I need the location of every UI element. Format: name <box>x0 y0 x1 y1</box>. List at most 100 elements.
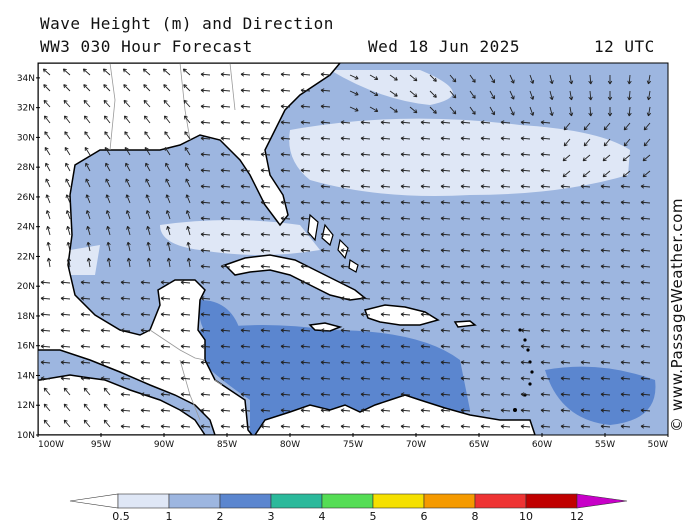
direction-arrow <box>126 241 131 252</box>
direction-arrow <box>560 392 571 397</box>
direction-arrow <box>360 152 371 157</box>
direction-arrow <box>140 392 151 397</box>
direction-arrow <box>80 280 91 285</box>
direction-arrow <box>620 280 631 285</box>
direction-arrow <box>602 170 611 178</box>
direction-arrow <box>389 90 398 97</box>
direction-arrow <box>600 328 611 333</box>
direction-arrow <box>160 280 171 285</box>
direction-arrow <box>549 90 554 101</box>
direction-arrow <box>125 162 131 172</box>
direction-arrow <box>340 392 351 397</box>
direction-arrow <box>320 248 331 253</box>
direction-arrow <box>582 170 591 178</box>
direction-arrow <box>240 72 251 77</box>
direction-arrow <box>300 136 311 141</box>
direction-arrow <box>80 296 91 301</box>
direction-arrow <box>84 146 91 156</box>
direction-arrow <box>620 248 631 253</box>
direction-arrow <box>646 74 652 85</box>
direction-arrow <box>622 170 631 178</box>
direction-arrow <box>640 312 651 317</box>
direction-arrow <box>580 200 591 205</box>
direction-arrow <box>280 408 291 413</box>
lon-label: 80W <box>280 440 300 450</box>
colorbar-label: 1 <box>166 510 173 523</box>
lat-label: 24N <box>17 223 35 233</box>
direction-arrow <box>65 194 71 204</box>
direction-arrow <box>627 106 632 117</box>
colorbar-label: 6 <box>421 510 428 523</box>
direction-arrow <box>540 120 551 125</box>
direction-arrow <box>340 408 351 413</box>
direction-arrow <box>300 248 311 253</box>
direction-arrow <box>85 210 91 220</box>
direction-arrow <box>563 122 571 131</box>
direction-arrow <box>520 216 531 221</box>
direction-arrow <box>124 146 131 156</box>
direction-arrow <box>300 312 311 317</box>
direction-arrow <box>480 424 491 429</box>
direction-arrow <box>509 90 515 100</box>
direction-arrow <box>145 178 151 188</box>
direction-arrow <box>600 216 611 221</box>
direction-arrow <box>220 280 231 285</box>
direction-arrow <box>640 392 651 397</box>
direction-arrow <box>160 408 171 413</box>
direction-arrow <box>100 376 111 381</box>
direction-arrow <box>360 344 371 349</box>
direction-arrow <box>360 360 371 365</box>
direction-arrow <box>83 115 91 124</box>
direction-arrow <box>420 200 431 205</box>
south-america-land <box>254 394 536 435</box>
direction-arrow <box>260 200 271 205</box>
direction-arrow <box>120 312 131 317</box>
direction-arrow <box>200 280 211 285</box>
direction-arrow <box>63 115 71 124</box>
direction-arrow <box>300 360 311 365</box>
direction-arrow <box>380 296 391 301</box>
direction-arrow <box>320 88 331 93</box>
colorbar-label: 8 <box>472 510 479 523</box>
colorbar-label: 3 <box>268 510 275 523</box>
direction-arrow <box>420 232 431 237</box>
direction-arrow <box>85 194 91 204</box>
direction-arrow <box>260 312 271 317</box>
direction-arrow <box>240 344 251 349</box>
direction-arrow <box>520 344 531 349</box>
direction-arrow <box>64 146 71 156</box>
direction-arrow <box>180 280 191 285</box>
direction-arrow <box>380 200 391 205</box>
direction-arrow <box>520 312 531 317</box>
direction-arrow <box>369 74 379 81</box>
direction-arrow <box>320 376 331 381</box>
direction-arrow <box>646 106 652 117</box>
direction-arrow <box>220 328 231 333</box>
direction-arrow <box>260 168 271 173</box>
direction-arrow <box>562 154 571 162</box>
direction-arrow <box>600 296 611 301</box>
direction-arrow <box>640 232 651 237</box>
direction-arrow <box>160 344 171 349</box>
direction-arrow <box>420 312 431 317</box>
direction-arrow <box>104 131 111 140</box>
direction-arrow <box>520 360 531 365</box>
direction-arrow <box>280 200 291 205</box>
direction-arrow <box>240 104 251 109</box>
lat-label: 14N <box>17 371 35 381</box>
direction-arrow <box>369 90 379 97</box>
direction-arrow <box>82 68 91 76</box>
lat-label: 34N <box>17 74 35 84</box>
colorbar-label: 4 <box>319 510 326 523</box>
direction-arrow <box>400 152 411 157</box>
direction-arrow <box>280 424 291 429</box>
direction-arrow <box>500 280 511 285</box>
direction-arrow <box>520 152 531 157</box>
direction-arrow <box>460 344 471 349</box>
direction-arrow <box>643 122 651 131</box>
direction-arrow <box>40 296 51 301</box>
direction-arrow <box>500 344 511 349</box>
direction-arrow <box>620 296 631 301</box>
direction-arrow <box>440 200 451 205</box>
